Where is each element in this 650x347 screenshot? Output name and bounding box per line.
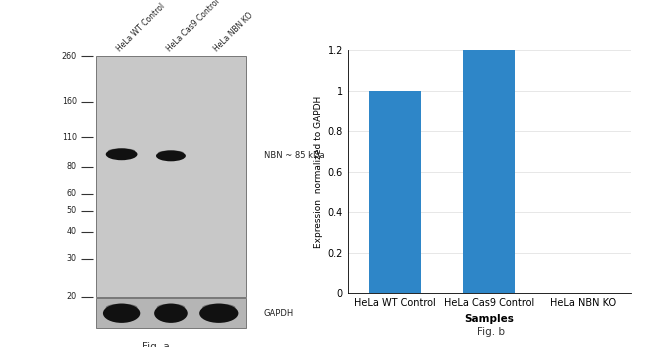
Text: HeLa Cas9 Control: HeLa Cas9 Control	[164, 0, 221, 53]
Text: 50: 50	[67, 206, 77, 215]
Text: 20: 20	[67, 293, 77, 301]
Text: 110: 110	[62, 133, 77, 142]
FancyBboxPatch shape	[96, 298, 246, 328]
Text: 160: 160	[62, 98, 77, 107]
Text: Fig. b: Fig. b	[476, 327, 505, 337]
Ellipse shape	[199, 304, 239, 323]
Ellipse shape	[106, 304, 138, 311]
Ellipse shape	[108, 149, 135, 153]
Ellipse shape	[106, 149, 138, 160]
Ellipse shape	[154, 304, 188, 323]
Text: 260: 260	[62, 52, 77, 61]
Text: 80: 80	[67, 162, 77, 171]
FancyBboxPatch shape	[96, 56, 246, 297]
Text: Fig. a: Fig. a	[142, 342, 170, 347]
X-axis label: Samples: Samples	[464, 314, 514, 324]
Ellipse shape	[202, 304, 235, 311]
Text: 60: 60	[67, 189, 77, 198]
Text: HeLa WT Control: HeLa WT Control	[115, 1, 167, 53]
Text: NBN ~ 85 kDa: NBN ~ 85 kDa	[264, 151, 324, 160]
Text: 30: 30	[67, 254, 77, 263]
Ellipse shape	[103, 304, 140, 323]
Ellipse shape	[158, 150, 184, 155]
Text: HeLa NBN KO: HeLa NBN KO	[213, 11, 255, 53]
Bar	[369, 91, 421, 293]
Bar	[463, 50, 515, 293]
Ellipse shape	[156, 150, 186, 161]
Text: GAPDH: GAPDH	[264, 309, 294, 318]
Y-axis label: Expression  normalized to GAPDH: Expression normalized to GAPDH	[315, 96, 323, 248]
Text: 40: 40	[67, 227, 77, 236]
Ellipse shape	[157, 304, 185, 311]
